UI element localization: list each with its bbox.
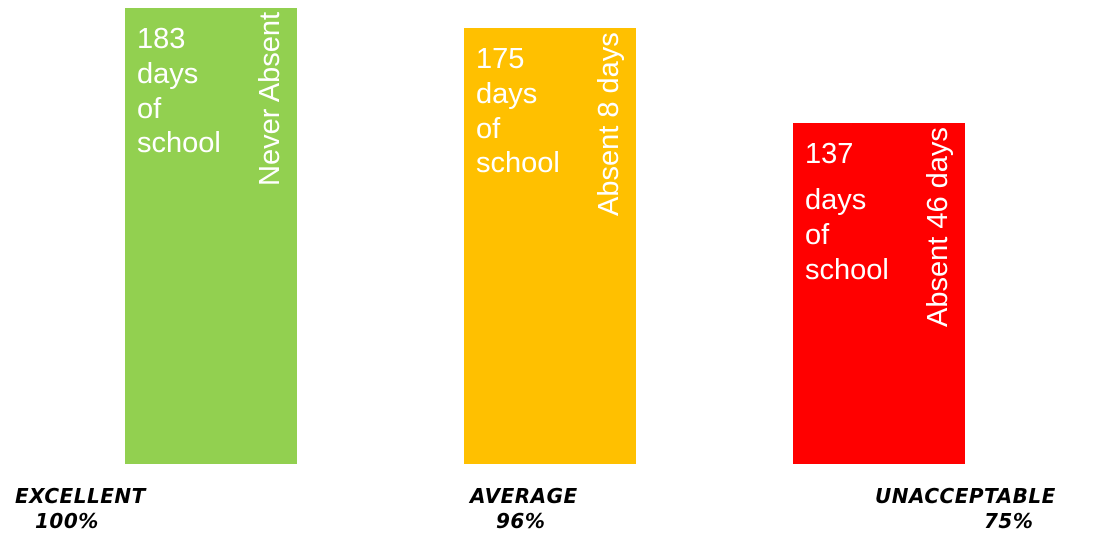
rating-category: UNACCEPTABLE bbox=[875, 484, 1056, 508]
rating-excellent: EXCELLENT 100% bbox=[15, 484, 146, 534]
bar-average-absent-label: Absent 8 days bbox=[593, 32, 625, 216]
bar-excellent-absent-label: Never Absent bbox=[254, 11, 286, 186]
bar-average-days-label: 175 days of school bbox=[476, 42, 560, 181]
bar-excellent-days-label: 183 days of school bbox=[137, 22, 221, 161]
days-line-of: of bbox=[805, 219, 830, 252]
days-line-number: 175 bbox=[476, 42, 525, 75]
rating-category: EXCELLENT bbox=[15, 484, 146, 508]
bar-excellent bbox=[125, 8, 297, 464]
days-line-of: of bbox=[137, 92, 162, 125]
days-line-days: days bbox=[137, 57, 199, 90]
bar-unacceptable-days-label: 137 days of school bbox=[805, 137, 889, 288]
rating-category: AVERAGE bbox=[470, 484, 578, 508]
rating-unacceptable: UNACCEPTABLE 75% bbox=[875, 484, 1056, 534]
bar-average bbox=[464, 27, 636, 464]
rating-percent: 75% bbox=[984, 509, 1034, 533]
rating-percent: 96% bbox=[496, 509, 546, 533]
rating-average: AVERAGE 96% bbox=[470, 484, 578, 534]
days-line-school: school bbox=[137, 127, 221, 160]
rating-percent: 100% bbox=[35, 509, 99, 533]
days-line-number: 183 bbox=[137, 23, 186, 55]
days-line-school: school bbox=[805, 254, 889, 286]
days-line-days: days bbox=[476, 77, 538, 110]
bar-unacceptable-absent-label: Absent 46 days bbox=[922, 126, 954, 327]
days-line-days: days bbox=[805, 184, 867, 217]
days-line-of: of bbox=[476, 112, 501, 145]
days-line-number: 137 bbox=[805, 137, 854, 170]
bar-unacceptable bbox=[793, 122, 965, 464]
days-line-school: school bbox=[476, 147, 560, 180]
